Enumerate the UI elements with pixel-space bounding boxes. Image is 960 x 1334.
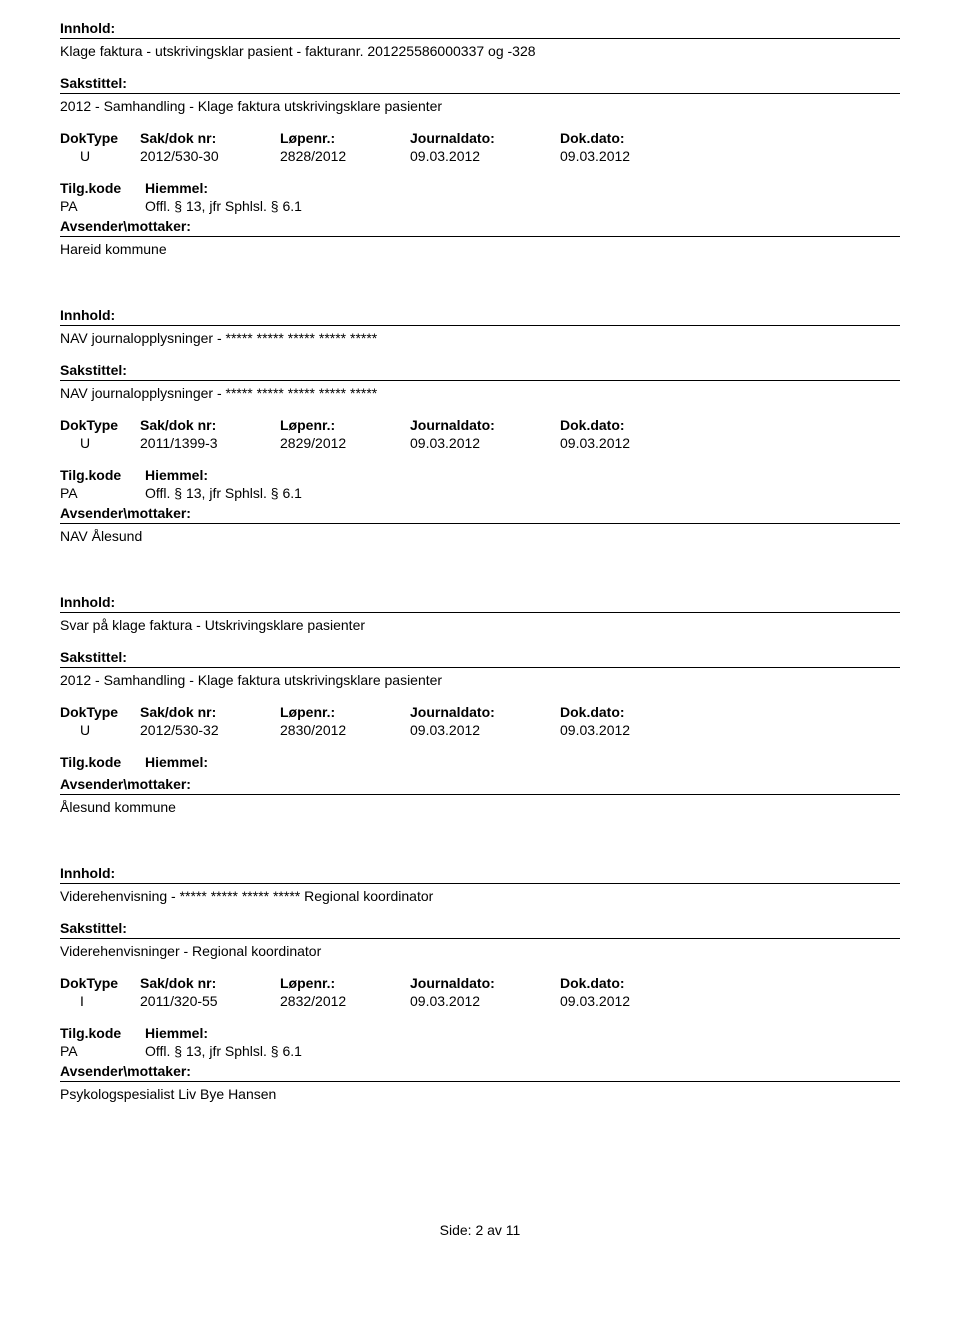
col-sakdok-value: 2011/1399-3 [140,435,280,451]
tilg-data-row: PA Offl. § 13, jfr Sphlsl. § 6.1 [60,1043,900,1059]
col-doktype-value: U [60,722,140,738]
col-doktype-header: DokType [60,130,140,146]
col-tilgkode-header: Tilg.kode [60,180,145,196]
col-dokdato-value: 09.03.2012 [560,722,690,738]
col-doktype-header: DokType [60,975,140,991]
col-lopenr-header: Løpenr.: [280,975,410,991]
col-dokdato-header: Dok.dato: [560,975,690,991]
col-lopenr-value: 2828/2012 [280,148,410,164]
col-tilgkode-value: PA [60,198,145,214]
sakstittel-label: Sakstittel: [60,75,900,94]
col-journaldato-value: 09.03.2012 [410,722,560,738]
avsender-content: Psykologspesialist Liv Bye Hansen [60,1086,900,1102]
col-dokdato-value: 09.03.2012 [560,993,690,1009]
tilg-header-row: Tilg.kode Hiemmel: [60,1025,900,1041]
col-hiemmel-value: Offl. § 13, jfr Sphlsl. § 6.1 [145,1043,900,1059]
col-hiemmel-value: Offl. § 13, jfr Sphlsl. § 6.1 [145,485,900,501]
sakstittel-content: 2012 - Samhandling - Klage faktura utskr… [60,98,900,114]
record: Innhold: Klage faktura - utskrivingsklar … [60,20,900,257]
innhold-label: Innhold: [60,865,900,884]
sakstittel-content: Viderehenvisninger - Regional koordinato… [60,943,900,959]
col-hiemmel-header: Hiemmel: [145,467,900,483]
col-sakdok-value: 2011/320-55 [140,993,280,1009]
table-header-row: DokType Sak/dok nr: Løpenr.: Journaldato… [60,130,900,146]
innhold-label: Innhold: [60,594,900,613]
sakstittel-content: NAV journalopplysninger - ***** ***** **… [60,385,900,401]
avsender-content: NAV Ålesund [60,528,900,544]
record: Innhold: Viderehenvisning - ***** ***** *… [60,865,900,1102]
innhold-label: Innhold: [60,20,900,39]
col-lopenr-header: Løpenr.: [280,417,410,433]
table-header-row: DokType Sak/dok nr: Løpenr.: Journaldato… [60,704,900,720]
tilg-header-row: Tilg.kode Hiemmel: [60,754,900,770]
tilg-data-row: PA Offl. § 13, jfr Sphlsl. § 6.1 [60,198,900,214]
col-lopenr-value: 2829/2012 [280,435,410,451]
table-header-row: DokType Sak/dok nr: Løpenr.: Journaldato… [60,417,900,433]
record: Innhold: NAV journalopplysninger - ***** … [60,307,900,544]
records-container: Innhold: Klage faktura - utskrivingsklar … [60,20,900,1102]
col-dokdato-value: 09.03.2012 [560,148,690,164]
col-hiemmel-header: Hiemmel: [145,754,900,770]
col-journaldato-header: Journaldato: [410,417,560,433]
col-doktype-value: I [60,993,140,1009]
innhold-content: Viderehenvisning - ***** ***** ***** ***… [60,888,900,904]
col-journaldato-value: 09.03.2012 [410,148,560,164]
col-sakdok-header: Sak/dok nr: [140,130,280,146]
col-dokdato-header: Dok.dato: [560,417,690,433]
col-doktype-header: DokType [60,417,140,433]
col-hiemmel-value: Offl. § 13, jfr Sphlsl. § 6.1 [145,198,900,214]
col-sakdok-header: Sak/dok nr: [140,975,280,991]
col-journaldato-value: 09.03.2012 [410,435,560,451]
col-tilgkode-value: PA [60,1043,145,1059]
avsender-content: Hareid kommune [60,241,900,257]
table-data-row: U 2012/530-32 2830/2012 09.03.2012 09.03… [60,722,900,738]
col-lopenr-value: 2832/2012 [280,993,410,1009]
sakstittel-label: Sakstittel: [60,362,900,381]
col-tilgkode-value: PA [60,485,145,501]
col-dokdato-value: 09.03.2012 [560,435,690,451]
sakstittel-content: 2012 - Samhandling - Klage faktura utskr… [60,672,900,688]
innhold-content: NAV journalopplysninger - ***** ***** **… [60,330,900,346]
table-data-row: U 2012/530-30 2828/2012 09.03.2012 09.03… [60,148,900,164]
col-sakdok-header: Sak/dok nr: [140,704,280,720]
col-dokdato-header: Dok.dato: [560,130,690,146]
avsender-label: Avsender\mottaker: [60,776,900,795]
record: Innhold: Svar på klage faktura - Utskrivi… [60,594,900,815]
col-sakdok-header: Sak/dok nr: [140,417,280,433]
col-sakdok-value: 2012/530-30 [140,148,280,164]
col-tilgkode-header: Tilg.kode [60,1025,145,1041]
tilg-header-row: Tilg.kode Hiemmel: [60,180,900,196]
col-doktype-value: U [60,435,140,451]
sakstittel-label: Sakstittel: [60,920,900,939]
table-data-row: I 2011/320-55 2832/2012 09.03.2012 09.03… [60,993,900,1009]
innhold-content: Svar på klage faktura - Utskrivingsklare… [60,617,900,633]
avsender-content: Ålesund kommune [60,799,900,815]
col-tilgkode-header: Tilg.kode [60,467,145,483]
col-lopenr-header: Løpenr.: [280,704,410,720]
col-journaldato-header: Journaldato: [410,130,560,146]
avsender-label: Avsender\mottaker: [60,1063,900,1082]
col-hiemmel-header: Hiemmel: [145,1025,900,1041]
table-header-row: DokType Sak/dok nr: Løpenr.: Journaldato… [60,975,900,991]
avsender-label: Avsender\mottaker: [60,218,900,237]
col-journaldato-value: 09.03.2012 [410,993,560,1009]
col-lopenr-value: 2830/2012 [280,722,410,738]
col-journaldato-header: Journaldato: [410,704,560,720]
col-doktype-header: DokType [60,704,140,720]
avsender-label: Avsender\mottaker: [60,505,900,524]
col-dokdato-header: Dok.dato: [560,704,690,720]
tilg-header-row: Tilg.kode Hiemmel: [60,467,900,483]
col-journaldato-header: Journaldato: [410,975,560,991]
col-lopenr-header: Løpenr.: [280,130,410,146]
col-doktype-value: U [60,148,140,164]
col-hiemmel-header: Hiemmel: [145,180,900,196]
tilg-data-row: PA Offl. § 13, jfr Sphlsl. § 6.1 [60,485,900,501]
innhold-label: Innhold: [60,307,900,326]
innhold-content: Klage faktura - utskrivingsklar pasient … [60,43,900,59]
table-data-row: U 2011/1399-3 2829/2012 09.03.2012 09.03… [60,435,900,451]
col-tilgkode-header: Tilg.kode [60,754,145,770]
page-footer: Side: 2 av 11 [60,1222,900,1238]
col-sakdok-value: 2012/530-32 [140,722,280,738]
sakstittel-label: Sakstittel: [60,649,900,668]
